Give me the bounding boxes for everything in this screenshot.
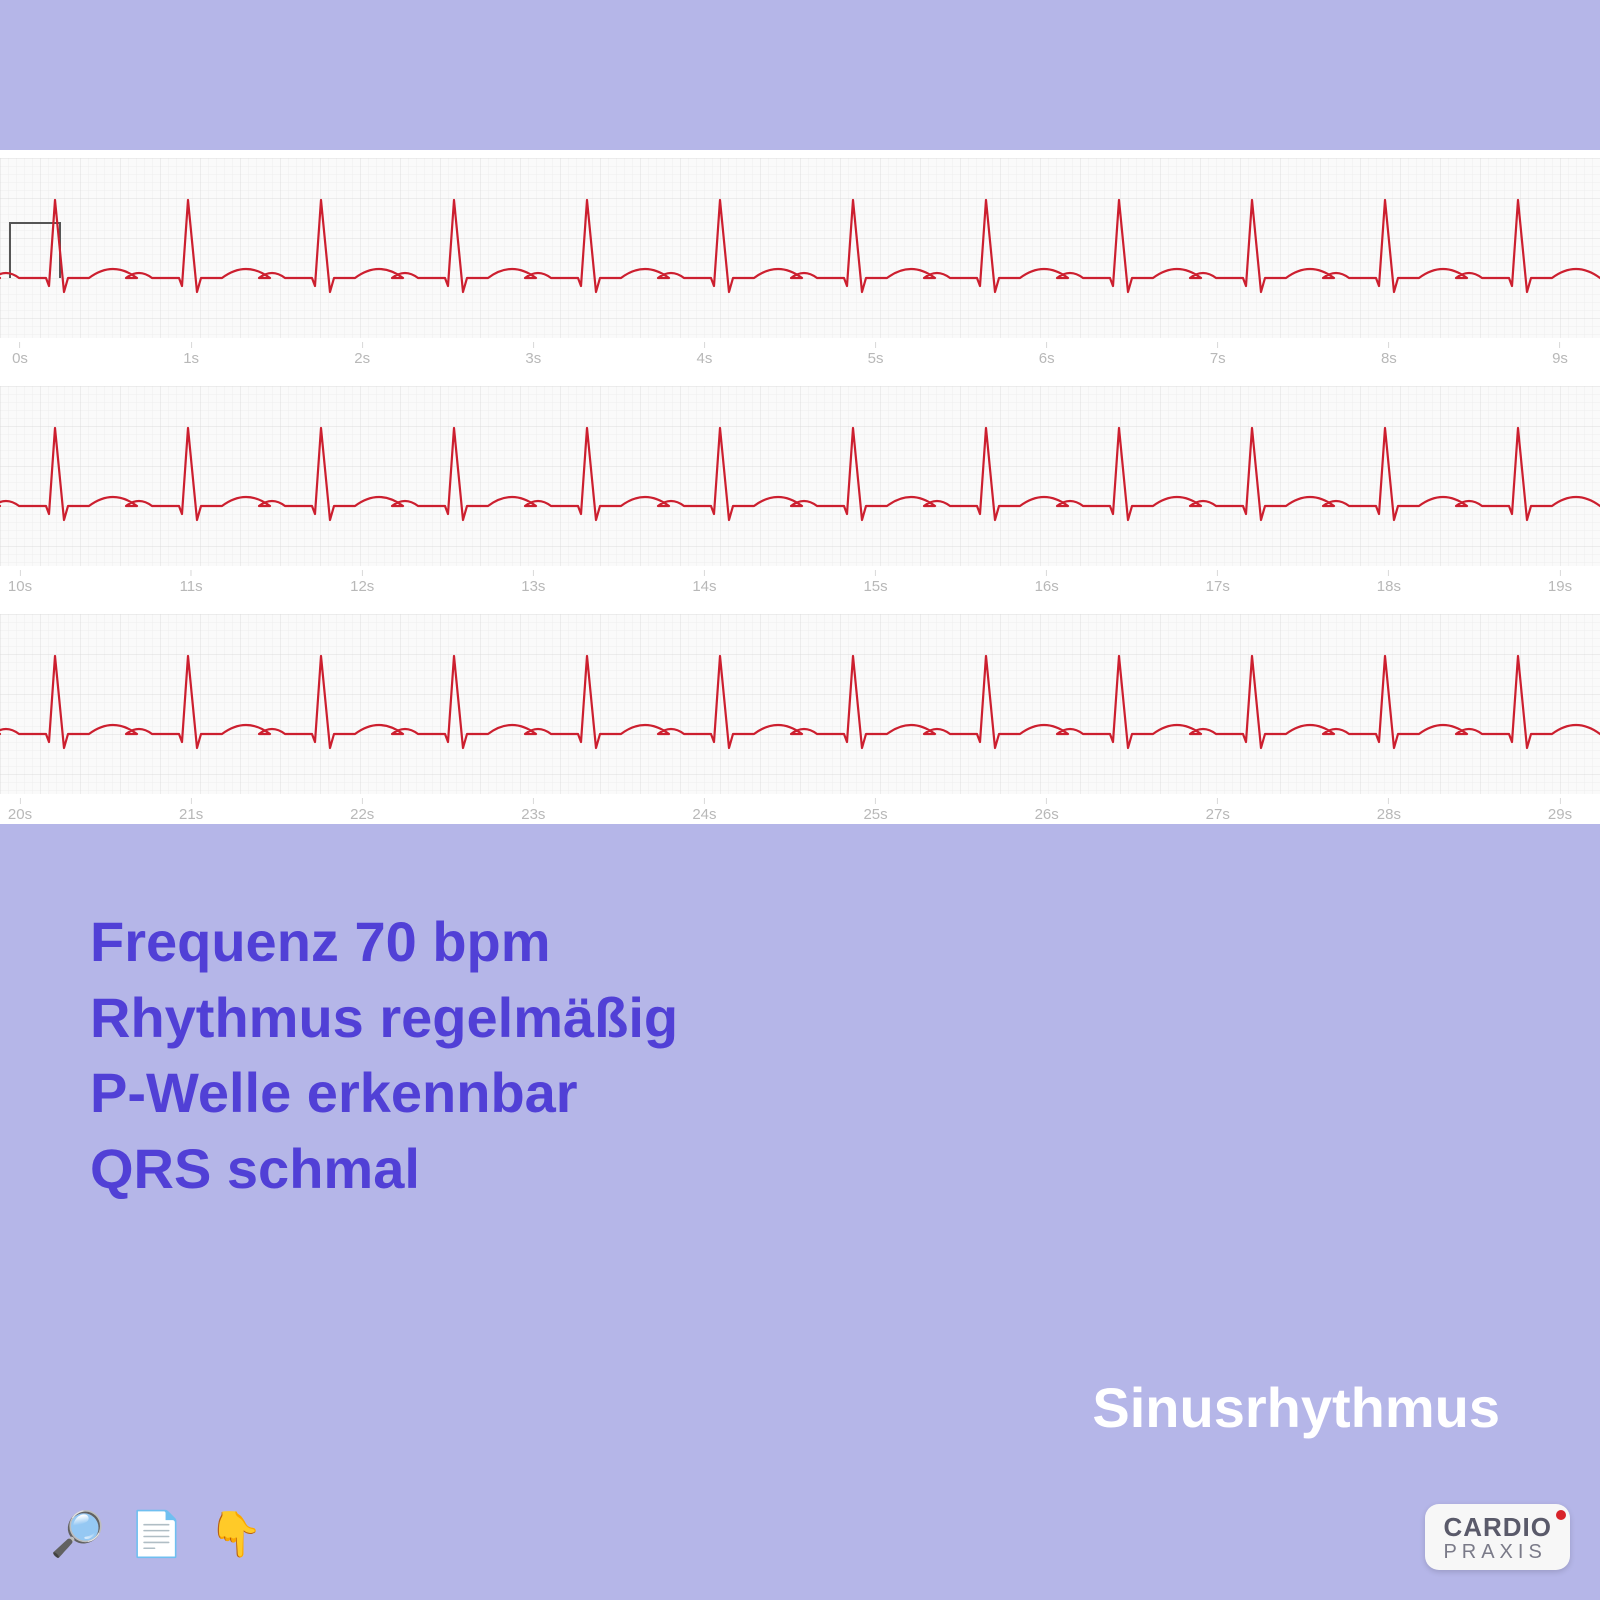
time-tick: 29s (1548, 798, 1572, 823)
logo-bottom-text: PRAXIS (1443, 1542, 1552, 1562)
finding-line: Rhythmus regelmäßig (90, 980, 1510, 1056)
time-tick: 9s (1552, 342, 1568, 367)
finding-line: QRS schmal (90, 1131, 1510, 1207)
time-tick: 1s (183, 342, 199, 367)
time-tick: 14s (692, 570, 716, 595)
finding-line: P-Welle erkennbar (90, 1055, 1510, 1131)
time-tick: 28s (1377, 798, 1401, 823)
time-tick: 7s (1210, 342, 1226, 367)
time-tick: 25s (863, 798, 887, 823)
finding-line: Frequenz 70 bpm (90, 904, 1510, 980)
time-tick: 2s (354, 342, 370, 367)
time-tick: 5s (868, 342, 884, 367)
ecg-panel: 0s1s2s3s4s5s6s7s8s9s 10s11s12s13s14s15s1… (0, 150, 1600, 824)
diagnosis-label: Sinusrhythmus (1092, 1375, 1500, 1440)
time-tick: 15s (863, 570, 887, 595)
time-tick: 11s (180, 570, 203, 595)
logo-dot-icon (1556, 1510, 1566, 1520)
top-spacer (0, 0, 1600, 150)
time-tick: 13s (521, 570, 545, 595)
time-tick: 22s (350, 798, 374, 823)
ecg-strip: 10s 11s 12s 13s 14s 15s 16s 17s 18s 19s (0, 386, 1600, 596)
page-root: 0s1s2s3s4s5s6s7s8s9s 10s11s12s13s14s15s1… (0, 0, 1600, 1600)
info-panel: Frequenz 70 bpmRhythmus regelmäßigP-Well… (0, 824, 1600, 1600)
time-tick: 10s (8, 570, 32, 595)
time-tick: 3s (525, 342, 541, 367)
time-axis: 10s 11s 12s 13s 14s 15s 16s 17s 18s 19s (0, 566, 1600, 596)
time-tick: 18s (1377, 570, 1401, 595)
time-tick: 12s (350, 570, 374, 595)
time-axis: 0s 1s 2s 3s 4s 5s 6s 7s 8s 9s (0, 338, 1600, 368)
time-tick: 17s (1206, 570, 1230, 595)
findings-block: Frequenz 70 bpmRhythmus regelmäßigP-Well… (90, 904, 1510, 1206)
time-tick: 8s (1381, 342, 1397, 367)
time-tick: 16s (1035, 570, 1059, 595)
time-tick: 20s (8, 798, 32, 823)
time-tick: 4s (697, 342, 713, 367)
emoji-row: 🔎 📄 👇 (50, 1508, 269, 1560)
ecg-strip: 20s 21s 22s 23s 24s 25s 26s 27s 28s 29s (0, 614, 1600, 824)
time-tick: 26s (1035, 798, 1059, 823)
time-tick: 23s (521, 798, 545, 823)
time-tick: 0s (12, 342, 28, 367)
logo-badge: CARDIO PRAXIS (1425, 1504, 1570, 1570)
time-axis: 20s 21s 22s 23s 24s 25s 26s 27s 28s 29s (0, 794, 1600, 824)
time-tick: 21s (179, 798, 203, 823)
logo-top-label: CARDIO (1443, 1512, 1552, 1542)
time-tick: 24s (692, 798, 716, 823)
logo-top-text: CARDIO (1443, 1514, 1552, 1540)
time-tick: 6s (1039, 342, 1055, 367)
ecg-strip: 0s 1s 2s 3s 4s 5s 6s 7s 8s 9s (0, 158, 1600, 368)
time-tick: 27s (1206, 798, 1230, 823)
time-tick: 19s (1548, 570, 1572, 595)
